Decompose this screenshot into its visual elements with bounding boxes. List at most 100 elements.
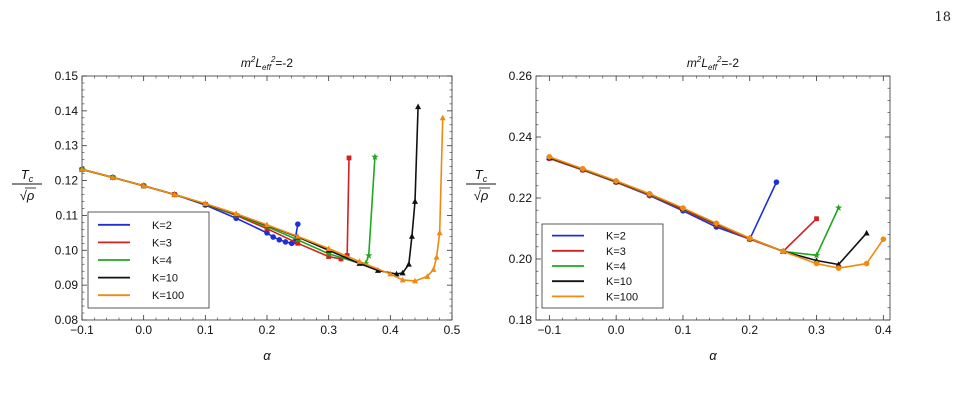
data-point bbox=[835, 261, 842, 267]
data-point bbox=[371, 153, 379, 160]
data-point bbox=[276, 237, 283, 243]
y-tick-label: 0.11 bbox=[56, 208, 79, 222]
y-axis-label: Tc√ρTc/√ρ bbox=[12, 167, 42, 203]
y-tick-label: 0.12 bbox=[55, 174, 79, 188]
legend-label: K=2 bbox=[152, 220, 172, 232]
legend: K=2 K=3 K=4 K=10 K=100 bbox=[87, 211, 210, 309]
chart-2: m2Leff2=-2 −0.1 0.0 0.1 0.2 0.3 0.4 0.18 0.20 0.2… bbox=[466, 55, 892, 363]
data-point bbox=[282, 239, 289, 245]
data-point bbox=[773, 179, 780, 185]
data-point bbox=[408, 233, 415, 239]
data-point bbox=[430, 266, 437, 272]
legend-label: K=10 bbox=[152, 273, 178, 285]
legend-label: K=3 bbox=[152, 237, 172, 249]
data-point bbox=[365, 251, 373, 259]
legend-label: K=3 bbox=[606, 246, 626, 258]
data-point bbox=[375, 267, 381, 273]
y-tick-label: 0.08 bbox=[55, 313, 79, 327]
data-point bbox=[680, 205, 686, 211]
x-tick-label: 0.3 bbox=[320, 323, 337, 337]
data-point bbox=[294, 236, 302, 243]
x-tick-label: 0.1 bbox=[197, 323, 214, 337]
y-tick-label: 0.26 bbox=[509, 69, 533, 83]
data-point bbox=[79, 166, 85, 172]
x-tick-label: 0.3 bbox=[808, 323, 825, 337]
series-k100 bbox=[546, 154, 887, 271]
data-point bbox=[415, 103, 422, 110]
data-point bbox=[646, 190, 653, 197]
y-tick-label: 0.22 bbox=[509, 191, 533, 205]
data-point bbox=[264, 221, 270, 228]
chart-1: m2Leff2=-2 −0.1 0.0 0.1 0.2 0.3 0.4 0.5 0.08 0.09… bbox=[12, 55, 461, 363]
data-point bbox=[813, 260, 820, 267]
data-point bbox=[326, 254, 332, 259]
data-point bbox=[613, 178, 619, 184]
x-tick-label: 0.4 bbox=[382, 323, 399, 337]
svg-text:Tc: Tc bbox=[21, 167, 34, 184]
chart-title: m2Leff2=-2 bbox=[687, 55, 740, 72]
data-point bbox=[294, 233, 301, 239]
data-point bbox=[405, 261, 412, 267]
data-point bbox=[387, 270, 394, 277]
svg-text:Tc: Tc bbox=[475, 167, 488, 184]
data-point bbox=[140, 182, 147, 189]
x-tick-label: 0.1 bbox=[675, 323, 692, 337]
data-point bbox=[399, 269, 406, 276]
data-point bbox=[270, 234, 276, 240]
x-tick-label: −0.1 bbox=[70, 323, 94, 337]
data-point bbox=[325, 249, 333, 257]
x-tick-label: 0.0 bbox=[135, 323, 152, 337]
y-tick-label: 0.09 bbox=[55, 278, 79, 292]
data-point bbox=[439, 114, 446, 121]
y-tick-label: 0.18 bbox=[509, 313, 533, 327]
y-tick-label: 0.15 bbox=[55, 69, 79, 83]
data-point bbox=[393, 270, 400, 277]
data-point bbox=[433, 254, 440, 260]
y-axis-label: Tc√ρTc/√ρ bbox=[466, 167, 496, 203]
data-point bbox=[412, 198, 418, 204]
data-point bbox=[780, 248, 786, 255]
data-point bbox=[264, 230, 270, 236]
data-point bbox=[863, 260, 870, 267]
data-point bbox=[295, 240, 301, 246]
data-point bbox=[202, 200, 209, 206]
y-tick-label: 0.24 bbox=[509, 130, 533, 144]
legend-label: K=100 bbox=[606, 291, 638, 303]
series-k100 bbox=[79, 114, 446, 284]
data-point bbox=[171, 191, 178, 197]
x-tick-label: 0.2 bbox=[259, 323, 276, 337]
data-point bbox=[325, 245, 332, 251]
data-point bbox=[338, 256, 344, 262]
y-tick-label: 0.10 bbox=[55, 243, 79, 257]
y-tick-label: 0.13 bbox=[55, 139, 79, 153]
data-point bbox=[863, 229, 870, 236]
data-point bbox=[356, 258, 363, 264]
x-tick-label: 0.4 bbox=[875, 323, 892, 337]
svg-text:√ρ: √ρ bbox=[474, 188, 489, 203]
data-point bbox=[814, 216, 819, 222]
legend-label: K=10 bbox=[606, 276, 632, 288]
data-point bbox=[424, 273, 431, 279]
svg-text:√ρ: √ρ bbox=[20, 188, 35, 203]
data-point bbox=[346, 155, 352, 161]
legend-label: K=100 bbox=[152, 290, 184, 302]
data-point bbox=[109, 174, 116, 180]
x-axis-label: α bbox=[263, 348, 271, 363]
data-point bbox=[713, 220, 720, 227]
data-point bbox=[812, 251, 821, 259]
chart-title: m2Leff2=-2 bbox=[241, 55, 294, 72]
data-point bbox=[835, 265, 842, 271]
legend-label: K=4 bbox=[606, 261, 626, 273]
data-point bbox=[834, 203, 843, 211]
data-point bbox=[436, 229, 443, 236]
data-point bbox=[412, 277, 418, 284]
data-point bbox=[399, 276, 406, 283]
x-axis-label: α bbox=[709, 348, 717, 363]
legend-label: K=2 bbox=[606, 231, 626, 243]
x-tick-label: −0.1 bbox=[538, 323, 562, 337]
x-tick-label: 0.0 bbox=[608, 323, 625, 337]
data-point bbox=[546, 154, 553, 160]
data-point bbox=[880, 236, 887, 242]
legend: K=2 K=3 K=4 K=10 K=100 bbox=[541, 223, 664, 309]
